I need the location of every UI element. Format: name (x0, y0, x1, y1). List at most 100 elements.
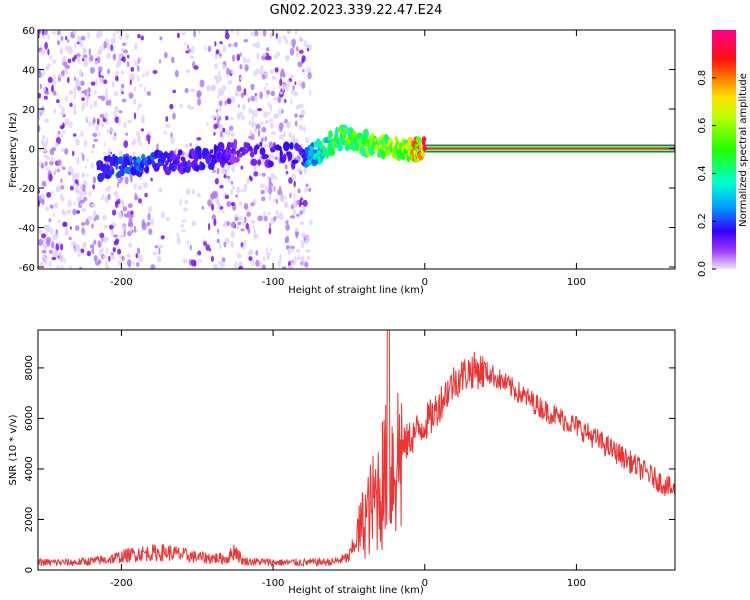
noise-speckle-dot (111, 81, 115, 88)
signal-track-blob (198, 152, 203, 160)
noise-speckle-dot (219, 53, 222, 57)
noise-speckle-dot (293, 180, 296, 188)
noise-speckle-dot (134, 59, 137, 64)
noise-speckle-dot (42, 242, 48, 250)
signal-track-point (339, 134, 344, 139)
noise-speckle-dot (250, 220, 256, 224)
noise-speckle-dot (41, 135, 46, 140)
noise-speckle-dot (268, 153, 273, 160)
noise-speckle-dot (91, 223, 94, 229)
noise-speckle-dot (99, 232, 105, 239)
noise-speckle-dot (81, 173, 86, 178)
noise-speckle-dot (275, 198, 278, 204)
noise-speckle-dot (68, 265, 73, 269)
noise-speckle-dot (234, 261, 238, 269)
noise-speckle-dot (53, 213, 56, 218)
noise-speckle-dot (230, 202, 236, 206)
colorbar-tick-label: 0.8 (697, 70, 708, 86)
noise-speckle-dot (104, 265, 110, 269)
noise-speckle-dot (92, 176, 97, 184)
noise-speckle-dot (261, 74, 266, 80)
noise-speckle-dot (122, 56, 126, 63)
noise-speckle-dot (259, 121, 264, 125)
signal-track-blob (209, 149, 214, 154)
noise-speckle-dot (236, 53, 240, 62)
noise-speckle-dot (211, 190, 217, 199)
noise-speckle-dot (110, 255, 115, 260)
signal-track-point (96, 166, 101, 171)
noise-speckle-dot (304, 262, 309, 268)
noise-speckle-dot (51, 84, 54, 93)
noise-speckle-dot (270, 69, 274, 74)
signal-track-blob (279, 149, 283, 159)
noise-speckle-dot (112, 209, 117, 216)
noise-speckle-dot (272, 97, 278, 101)
noise-speckle-dot (285, 55, 288, 62)
noise-speckle-dot (230, 221, 236, 228)
noise-speckle-dot (265, 83, 269, 87)
noise-speckle-dot (290, 204, 294, 210)
noise-speckle-dot (230, 188, 233, 196)
noise-speckle-dot (100, 123, 105, 128)
noise-speckle-dot (160, 211, 165, 219)
noise-speckle-dot (54, 142, 59, 147)
noise-speckle-dot (299, 210, 303, 216)
noise-speckle-dot (219, 130, 223, 138)
spectrogram-x-label: Height of straight line (km) (288, 285, 424, 296)
noise-speckle-dot (103, 151, 106, 156)
noise-speckle-dot (97, 49, 103, 56)
noise-speckle-dot (156, 255, 162, 263)
noise-speckle-dot (279, 186, 282, 190)
noise-speckle-dot (303, 166, 307, 175)
noise-speckle-dot (58, 251, 63, 258)
noise-speckle-dot (75, 225, 80, 231)
noise-speckle-dot (121, 201, 125, 208)
noise-speckle-dot (132, 261, 135, 266)
noise-speckle-dot (134, 42, 138, 51)
noise-speckle-dot (264, 136, 268, 142)
noise-speckle-dot (199, 79, 205, 88)
noise-speckle-dot (165, 216, 170, 222)
noise-speckle-dot (201, 205, 205, 210)
noise-speckle-dot (105, 247, 109, 255)
noise-speckle-dot (67, 58, 72, 64)
noise-speckle-dot (289, 48, 295, 56)
noise-speckle-dot (135, 253, 139, 259)
noise-speckle-dot (306, 44, 311, 48)
noise-speckle-dot (116, 181, 119, 188)
noise-speckle-dot (80, 130, 84, 138)
noise-speckle-dot (205, 244, 211, 251)
noise-speckle-dot (131, 229, 134, 234)
noise-speckle-dot (76, 245, 81, 253)
noise-speckle-dot (282, 35, 287, 40)
noise-speckle-dot (128, 262, 131, 268)
noise-speckle-dot (189, 142, 192, 147)
noise-speckle-dot (197, 98, 202, 106)
noise-speckle-dot (184, 199, 189, 205)
noise-speckle-dot (113, 234, 118, 238)
spectrogram-x-ticks: -200 -100 0 100 (110, 30, 586, 288)
noise-speckle-dot (184, 151, 190, 158)
noise-speckle-dot (67, 171, 72, 176)
noise-speckle-dot (250, 202, 255, 207)
noise-speckle-dot (90, 66, 95, 74)
noise-speckle-dot (295, 232, 299, 239)
noise-speckle-dot (90, 150, 94, 154)
noise-speckle-dot (278, 122, 284, 131)
noise-speckle-dot (292, 152, 295, 159)
noise-speckle-dot (46, 191, 52, 198)
signal-track-blob (195, 164, 200, 172)
noise-speckle-dot (254, 233, 259, 237)
noise-speckle-dot (90, 162, 94, 170)
noise-speckle-dot (89, 103, 93, 110)
noise-speckle-dot (97, 95, 103, 99)
noise-speckle-dot (263, 144, 268, 148)
noise-speckle-dot (53, 108, 57, 115)
noise-speckle-dot (218, 100, 223, 107)
noise-speckle-dot (301, 206, 306, 214)
y-tick-label: 0 (29, 145, 35, 156)
signal-track-blob (234, 157, 240, 163)
noise-speckle-dot (139, 83, 143, 88)
noise-speckle-dot (150, 218, 155, 226)
noise-speckle-dot (281, 83, 285, 92)
